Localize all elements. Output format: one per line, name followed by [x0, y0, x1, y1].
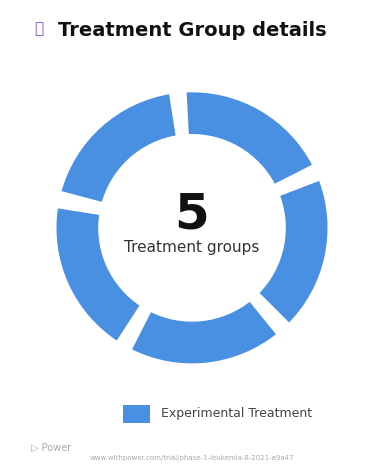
Text: ▷ Power: ▷ Power	[31, 442, 71, 452]
Wedge shape	[55, 206, 142, 343]
Text: Treatment Group details: Treatment Group details	[58, 21, 326, 40]
Text: 👥: 👥	[34, 21, 43, 36]
Text: Treatment groups: Treatment groups	[124, 240, 260, 255]
Wedge shape	[185, 91, 314, 186]
Text: www.withpower.com/trial/phase-1-leukemia-8-2021-a9a47: www.withpower.com/trial/phase-1-leukemia…	[90, 455, 294, 461]
Wedge shape	[257, 179, 329, 325]
FancyBboxPatch shape	[123, 405, 150, 423]
Wedge shape	[130, 299, 278, 365]
Text: Experimental Treatment: Experimental Treatment	[161, 407, 313, 420]
Text: 5: 5	[175, 191, 209, 239]
Wedge shape	[60, 92, 177, 204]
